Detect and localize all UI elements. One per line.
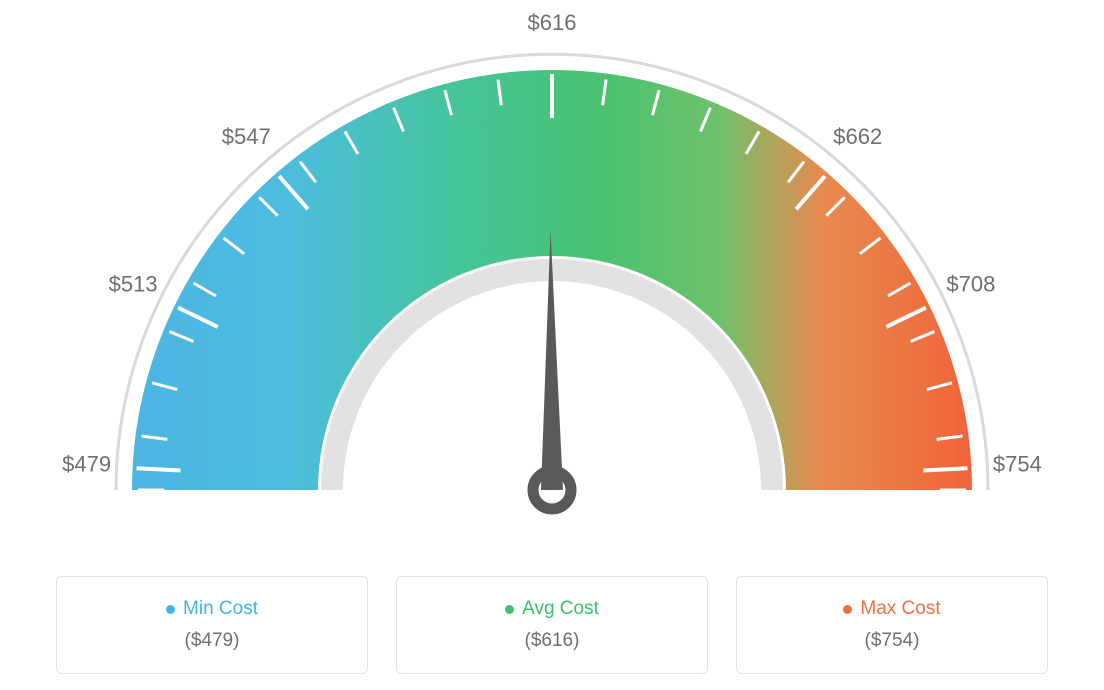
legend-title-avg: Avg Cost [505,598,599,620]
svg-text:$547: $547 [222,124,271,149]
legend-card-avg: Avg Cost ($616) [396,576,708,674]
legend-label-avg: Avg Cost [522,598,599,620]
legend-dot-min [166,605,175,614]
legend-card-max: Max Cost ($754) [736,576,1048,674]
svg-text:$708: $708 [946,272,995,297]
legend-label-min: Min Cost [183,598,258,620]
legend-title-min: Min Cost [166,598,258,620]
chart-container: $479 $513 $547 $616 $662 $708 $754 Min Cost ($… [0,0,1104,690]
legend-dot-avg [505,605,514,614]
legend-value-avg: ($616) [525,630,580,652]
legend-label-max: Max Cost [860,598,940,620]
legend-dot-max [843,605,852,614]
legend-row: Min Cost ($479) Avg Cost ($616) Max Cost… [0,576,1104,674]
svg-text:$479: $479 [62,451,111,476]
svg-text:$662: $662 [833,124,882,149]
svg-text:$754: $754 [993,451,1042,476]
legend-value-min: ($479) [185,630,240,652]
svg-text:$513: $513 [109,272,158,297]
gauge-chart: $479 $513 $547 $616 $662 $708 $754 [0,0,1104,560]
svg-text:$616: $616 [528,10,577,35]
legend-title-max: Max Cost [843,598,940,620]
gauge-svg: $479 $513 $547 $616 $662 $708 $754 [0,0,1104,560]
legend-card-min: Min Cost ($479) [56,576,368,674]
legend-value-max: ($754) [865,630,920,652]
